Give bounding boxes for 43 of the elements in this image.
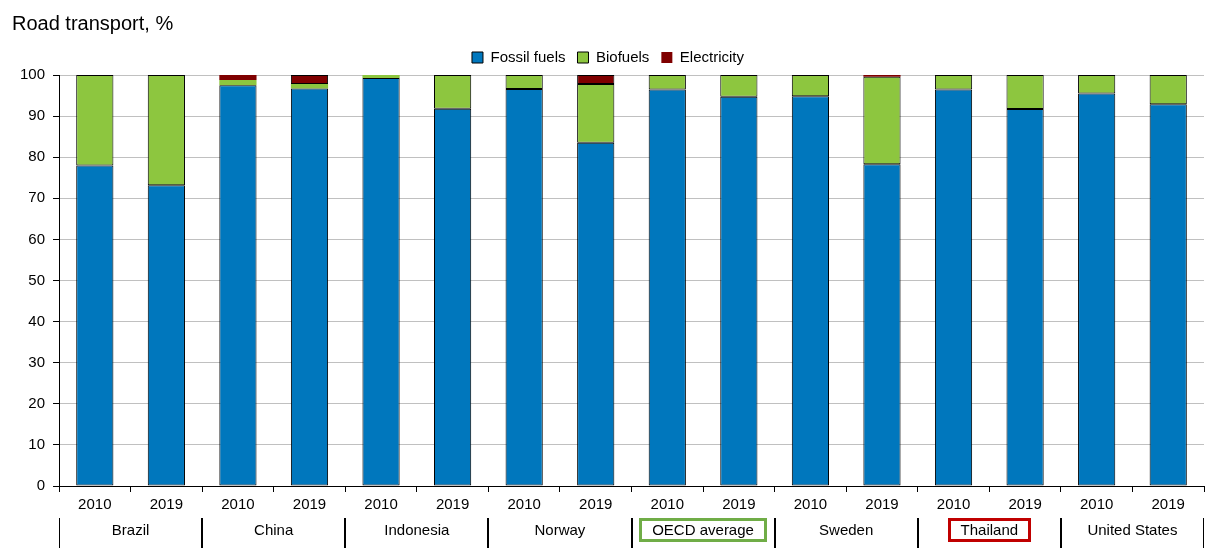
y-tick-label: 80 — [28, 147, 46, 165]
x-tick-label: 2019 — [149, 495, 184, 513]
x-tick-label: 2019 — [1008, 495, 1042, 513]
legend-label: Biofuels — [595, 47, 650, 65]
y-tick-label: 20 — [28, 393, 46, 411]
x-tick-label: 2010 — [1079, 495, 1114, 513]
y-tick-label: 100 — [20, 65, 46, 83]
bar — [219, 79, 257, 86]
legend-label: Electricity — [679, 47, 745, 65]
y-tick-label: 60 — [28, 229, 46, 247]
text: Brazil — [111, 520, 150, 540]
x-tick-label: 2010 — [650, 495, 684, 513]
bar — [219, 75, 257, 80]
y-tick-label: 0 — [36, 476, 46, 494]
text: United States — [1087, 520, 1178, 540]
y-tick-label: 50 — [28, 270, 46, 288]
x-tick-label: 2010 — [364, 495, 398, 513]
x-tick-label: 2019 — [292, 495, 327, 513]
y-tick-label: 10 — [28, 435, 46, 453]
x-tick-label: 2010 — [793, 495, 828, 513]
x-tick-label: 2019 — [1151, 495, 1185, 513]
text: Norway — [534, 520, 586, 540]
x-tick-label: 2010 — [936, 495, 971, 513]
x-tick-label: 2019 — [722, 495, 756, 513]
x-tick-label: 2010 — [221, 495, 255, 513]
x-tick-label: 2019 — [435, 495, 470, 513]
bar — [290, 84, 329, 89]
text: Indonesia — [384, 520, 450, 540]
y-tick-label: 40 — [28, 311, 46, 329]
x-tick-label: 2019 — [865, 495, 899, 513]
label-frame: OECD average — [639, 518, 767, 542]
legend-label: Fossil fuels — [490, 47, 566, 65]
text: China — [254, 520, 294, 540]
chart-title: Road transport, % — [12, 11, 174, 34]
x-tick-label: 2010 — [78, 495, 112, 513]
x-tick-label: 2019 — [579, 495, 613, 513]
y-tick-label: 70 — [28, 188, 46, 206]
label-frame: Thailand — [947, 518, 1032, 542]
text: Sweden — [819, 520, 874, 540]
bar — [362, 75, 400, 78]
y-tick-label: 90 — [28, 106, 46, 124]
x-tick-label: 2010 — [507, 495, 541, 513]
y-tick-label: 30 — [28, 352, 46, 370]
